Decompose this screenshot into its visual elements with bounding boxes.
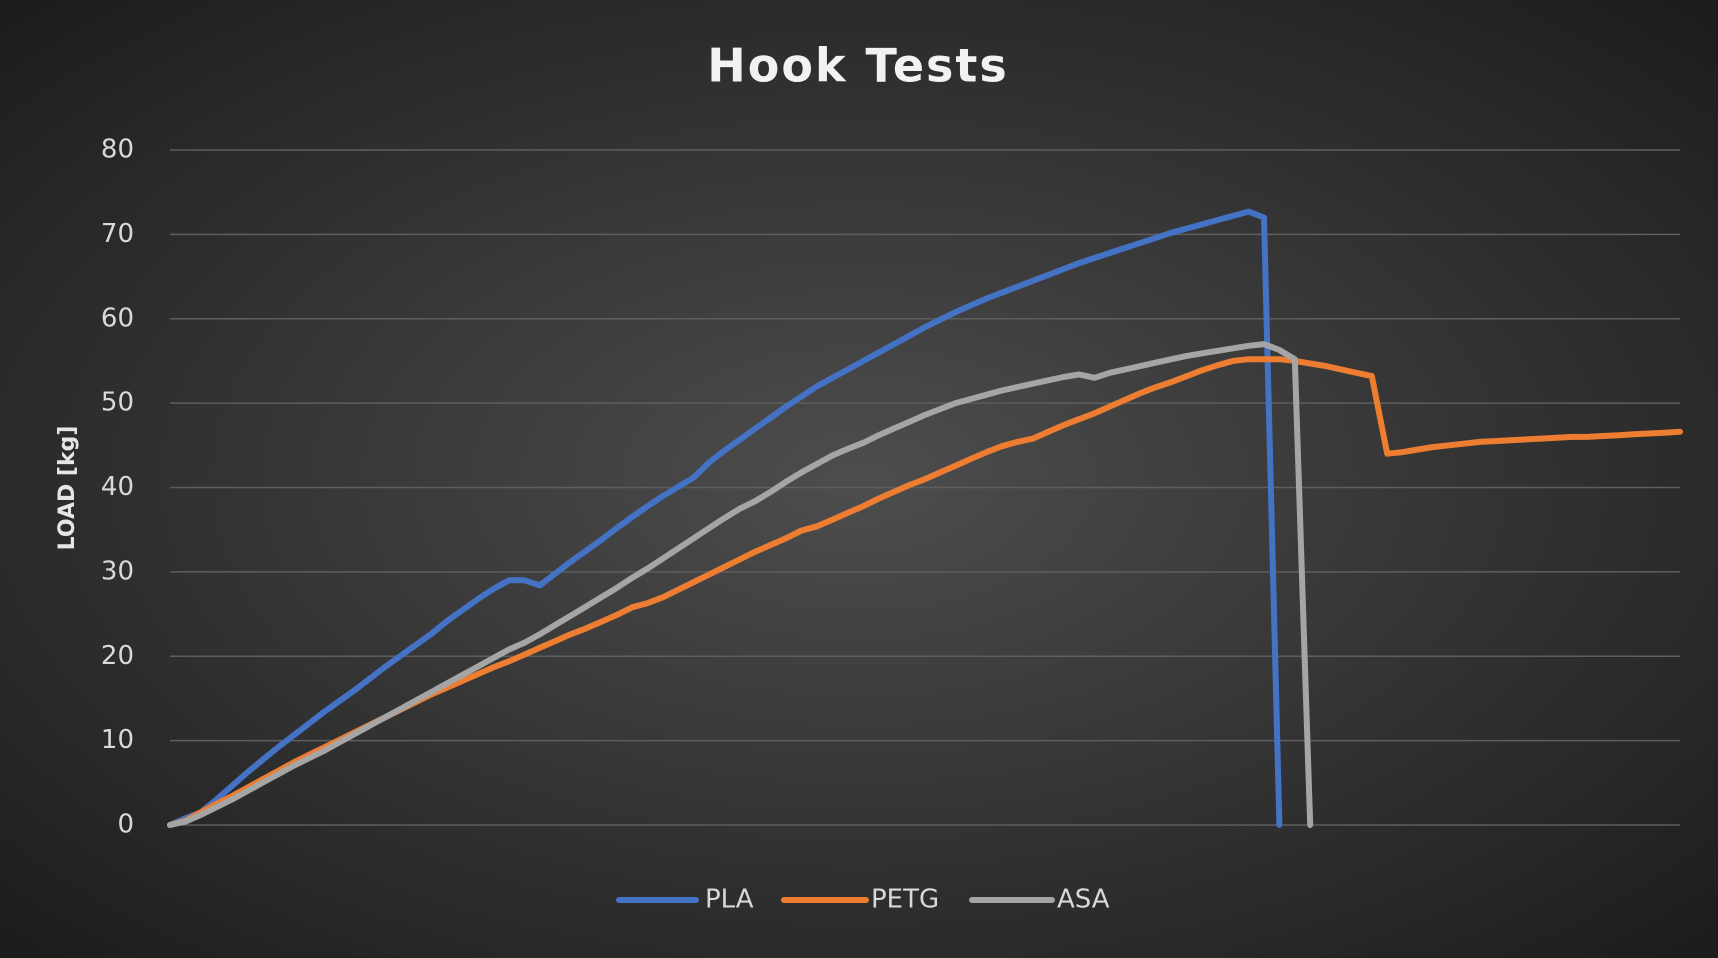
y-tick-label: 20: [101, 641, 134, 671]
legend: PLA PETG ASA: [616, 885, 1110, 915]
y-tick-label: 10: [101, 725, 134, 755]
series-line: [167, 208, 1283, 828]
grid: 0 10 20 30 40 50 60 70 80: [101, 135, 1680, 840]
legend-label: PETG: [871, 885, 939, 915]
y-tick-label: 80: [101, 135, 134, 165]
y-axis-label: LOAD [kg]: [55, 426, 80, 551]
legend-label: ASA: [1057, 885, 1110, 915]
chart-title: Hook Tests: [707, 39, 1009, 93]
y-tick-label: 50: [101, 388, 134, 418]
y-tick-label: 0: [117, 810, 134, 840]
y-tick-label: 30: [101, 556, 134, 586]
y-tick-label: 60: [101, 303, 134, 333]
y-tick-label: 40: [101, 472, 134, 502]
y-tick-label: 70: [101, 219, 134, 249]
plot-lines: [167, 208, 1683, 828]
series-line: [167, 341, 1314, 828]
legend-label: PLA: [705, 885, 754, 915]
